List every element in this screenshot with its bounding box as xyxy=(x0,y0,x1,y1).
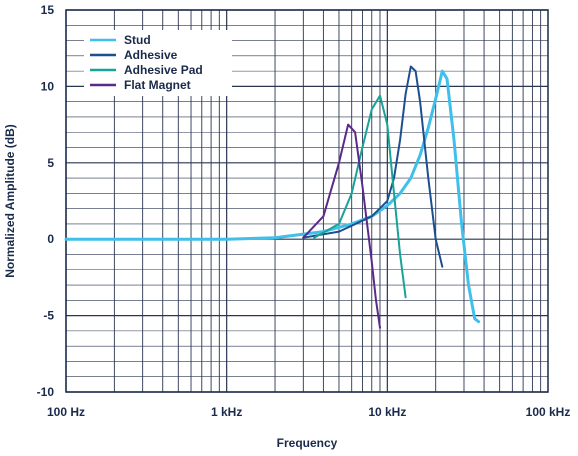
y-tick-label: 0 xyxy=(47,232,54,246)
x-tick-labels: 100 Hz 1 kHz 10 kHz 100 kHz xyxy=(47,405,570,419)
x-tick-label: 100 kHz xyxy=(526,405,571,419)
series-line-flat-magnet xyxy=(302,123,381,329)
legend-label: Flat Magnet xyxy=(124,78,191,92)
plot-frame xyxy=(65,9,549,393)
y-tick-label: 10 xyxy=(41,79,55,93)
y-tick-label: 5 xyxy=(47,156,54,170)
legend-label: Stud xyxy=(124,33,151,47)
series-line-adhesive xyxy=(302,65,444,268)
x-tick-label: 10 kHz xyxy=(368,405,406,419)
y-tick-label: 15 xyxy=(41,3,55,17)
y-tick-label: -5 xyxy=(43,309,54,323)
series-layer xyxy=(64,65,481,329)
y-axis-label: Normalized Amplitude (dB) xyxy=(3,124,17,278)
legend-label: Adhesive Pad xyxy=(124,63,203,77)
series-line-adhesive-pad xyxy=(313,94,407,299)
x-tick-label: 100 Hz xyxy=(47,405,85,419)
legend-label: Adhesive xyxy=(124,48,178,62)
x-axis-label: Frequency xyxy=(277,436,338,450)
x-tick-label: 1 kHz xyxy=(211,405,242,419)
y-tick-label: -10 xyxy=(37,385,55,399)
y-tick-labels: 15 10 5 0 -5 -10 xyxy=(37,3,55,399)
